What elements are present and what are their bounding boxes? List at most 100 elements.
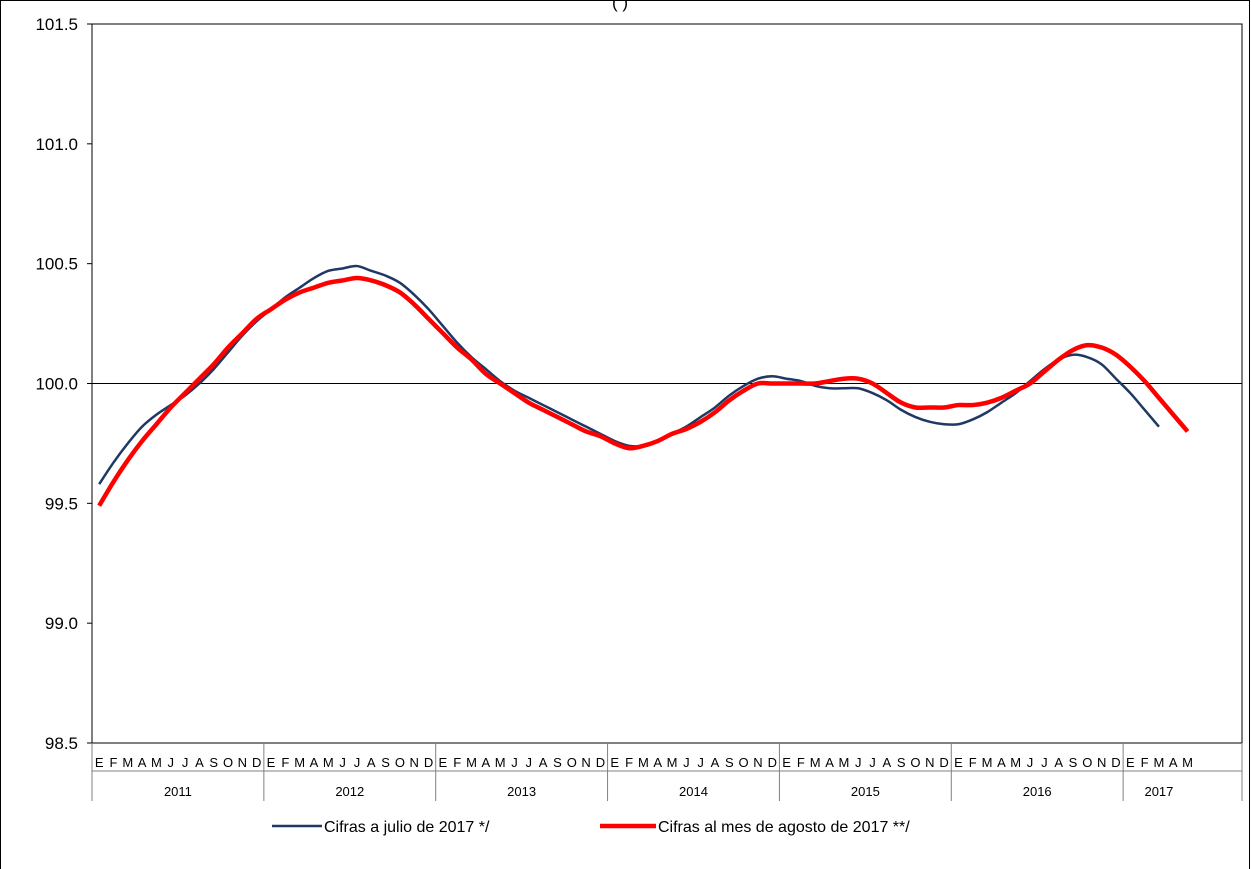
x-month-label: N xyxy=(753,755,762,770)
x-month-label: N xyxy=(925,755,934,770)
x-month-label: O xyxy=(1082,755,1092,770)
x-month-label: E xyxy=(267,755,276,770)
x-month-label: F xyxy=(281,755,289,770)
x-month-label: J xyxy=(182,755,189,770)
x-month-label: N xyxy=(238,755,247,770)
x-month-label: E xyxy=(95,755,104,770)
x-month-label: S xyxy=(897,755,906,770)
x-month-label: A xyxy=(367,755,376,770)
x-month-label: E xyxy=(954,755,963,770)
x-month-label: S xyxy=(725,755,734,770)
legend-label-julio: Cifras a julio de 2017 */ xyxy=(324,819,490,836)
x-year-label: 2011 xyxy=(164,784,192,799)
y-tick-label: 101.0 xyxy=(35,135,78,154)
y-tick-label: 100.5 xyxy=(35,255,78,274)
x-month-label: M xyxy=(466,755,477,770)
x-month-label: D xyxy=(424,755,433,770)
x-month-label: A xyxy=(310,755,319,770)
series-line-agosto xyxy=(97,275,1190,507)
x-month-label: S xyxy=(553,755,562,770)
y-tick-label: 100.0 xyxy=(35,375,78,394)
x-month-label: O xyxy=(395,755,405,770)
x-month-label: A xyxy=(997,755,1006,770)
x-month-label: M xyxy=(810,755,821,770)
x-month-label: J xyxy=(683,755,690,770)
x-month-label: A xyxy=(539,755,548,770)
x-month-label: J xyxy=(168,755,175,770)
x-month-label: F xyxy=(453,755,461,770)
x-year-label: 2013 xyxy=(507,784,536,799)
x-month-label: E xyxy=(782,755,791,770)
x-month-label: M xyxy=(838,755,849,770)
series-line-julio xyxy=(98,264,1160,485)
x-month-label: F xyxy=(969,755,977,770)
x-month-label: N xyxy=(1097,755,1106,770)
x-month-label: M xyxy=(982,755,993,770)
x-month-label: S xyxy=(209,755,218,770)
x-month-label: J xyxy=(354,755,361,770)
x-month-label: D xyxy=(252,755,261,770)
x-month-label: E xyxy=(610,755,619,770)
x-month-label: M xyxy=(495,755,506,770)
chart-title-fragment: ( ) xyxy=(612,0,628,12)
x-month-label: J xyxy=(339,755,346,770)
series-lines xyxy=(97,264,1190,507)
x-month-label: E xyxy=(1126,755,1135,770)
x-month-label: A xyxy=(138,755,147,770)
x-month-label: M xyxy=(1010,755,1021,770)
x-month-label: A xyxy=(1054,755,1063,770)
y-tick-label: 98.5 xyxy=(45,734,78,753)
y-axis: 101.5 101.0 100.5 100.0 99.5 99.0 98.5 xyxy=(35,15,92,753)
x-month-label: J xyxy=(869,755,876,770)
x-month-label: N xyxy=(410,755,419,770)
x-month-label: F xyxy=(625,755,633,770)
y-tick-label: 99.0 xyxy=(45,614,78,633)
x-month-label: F xyxy=(110,755,118,770)
x-month-label: D xyxy=(768,755,777,770)
x-month-label: D xyxy=(939,755,948,770)
x-month-label: A xyxy=(1169,755,1178,770)
x-month-label: O xyxy=(223,755,233,770)
x-year-label: 2017 xyxy=(1144,784,1173,799)
x-month-label: O xyxy=(567,755,577,770)
x-month-label: S xyxy=(381,755,390,770)
x-month-label: F xyxy=(1141,755,1149,770)
x-month-label: D xyxy=(1111,755,1120,770)
y-tick-label: 101.5 xyxy=(35,15,78,34)
x-month-label: M xyxy=(1154,755,1165,770)
x-month-label: J xyxy=(526,755,533,770)
x-month-label: S xyxy=(1069,755,1078,770)
x-month-label: D xyxy=(596,755,605,770)
x-month-label: A xyxy=(653,755,662,770)
x-month-label: O xyxy=(910,755,920,770)
legend-label-agosto: Cifras al mes de agosto de 2017 **/ xyxy=(658,819,910,836)
x-month-label: M xyxy=(1182,755,1193,770)
x-month-label: M xyxy=(294,755,305,770)
x-month-label: M xyxy=(122,755,133,770)
x-month-label: A xyxy=(195,755,204,770)
x-month-label: A xyxy=(711,755,720,770)
x-month-label: E xyxy=(439,755,448,770)
x-month-label: J xyxy=(697,755,704,770)
x-month-label: M xyxy=(323,755,334,770)
x-year-label: 2014 xyxy=(679,784,708,799)
x-month-label: M xyxy=(151,755,162,770)
x-month-label: F xyxy=(797,755,805,770)
x-month-label: A xyxy=(825,755,834,770)
x-month-label: J xyxy=(1041,755,1048,770)
y-tick-label: 99.5 xyxy=(45,494,78,513)
x-year-label: 2012 xyxy=(335,784,364,799)
x-year-label: 2015 xyxy=(851,784,880,799)
x-month-label: A xyxy=(882,755,891,770)
x-month-label: J xyxy=(511,755,518,770)
x-month-label: J xyxy=(1027,755,1034,770)
x-month-label: O xyxy=(739,755,749,770)
x-month-label: M xyxy=(667,755,678,770)
legend: Cifras a julio de 2017 */ Cifras al mes … xyxy=(272,819,910,836)
x-year-label: 2016 xyxy=(1023,784,1052,799)
x-month-label: M xyxy=(638,755,649,770)
